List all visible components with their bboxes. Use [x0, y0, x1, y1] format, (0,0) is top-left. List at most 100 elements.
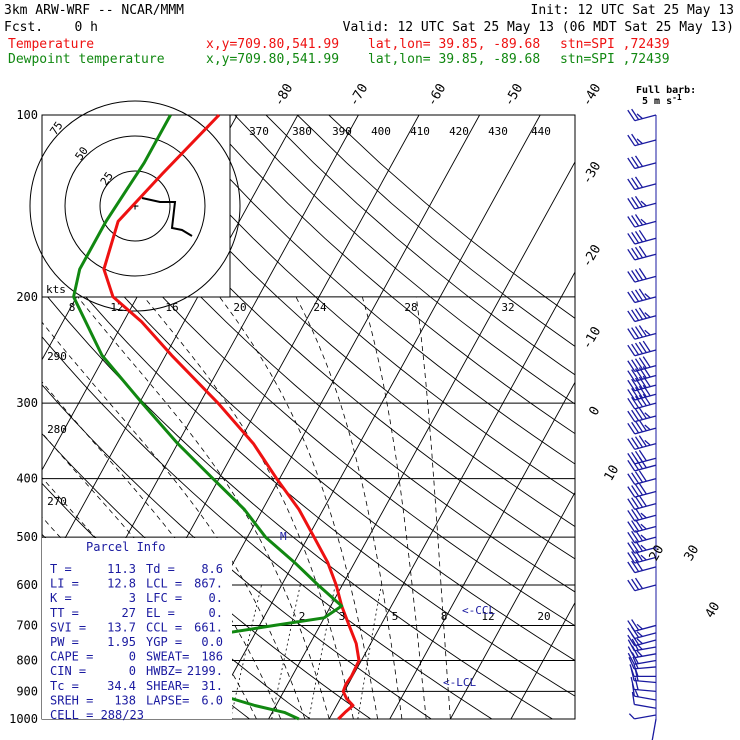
barb-flag — [627, 498, 636, 510]
barb-flag — [629, 664, 635, 677]
parcel-value: 27 — [122, 606, 136, 620]
barb-flag — [631, 197, 640, 209]
barb-flag — [631, 156, 640, 168]
barb-flag — [638, 449, 647, 462]
barb-flag — [634, 689, 639, 698]
barb-flag — [627, 542, 636, 554]
barb-flag — [627, 422, 636, 435]
barb-flag — [631, 215, 640, 227]
dewpoint-legend: Dewpoint temperature — [8, 52, 165, 67]
parcel-label: SVI = — [50, 620, 86, 634]
wind-barb — [627, 340, 657, 357]
wind-barb — [627, 419, 657, 435]
dry-adiabat — [42, 152, 575, 627]
parcel-value: 0.0 — [201, 635, 223, 649]
barb-flag — [638, 357, 647, 369]
barb-flag — [628, 713, 635, 720]
barb-flag — [640, 200, 647, 207]
barb-flag — [627, 521, 636, 533]
barb-flag — [631, 177, 640, 189]
theta-label: 280 — [47, 423, 67, 436]
barb-flag — [627, 248, 636, 261]
barb-flag — [638, 229, 647, 242]
wind-barb — [631, 691, 657, 709]
barb-flag — [631, 378, 640, 391]
barb-shaft — [634, 688, 657, 693]
isotherm-line — [510, 601, 575, 719]
wind-barb — [627, 577, 657, 592]
storm-speed-label: 32 — [501, 301, 514, 314]
dry-adiabat — [140, 115, 575, 496]
barb-flag — [631, 619, 640, 631]
parcel-value: 6.0 — [201, 693, 223, 707]
hodograph-ring — [29, 100, 241, 312]
parcel-label: LAPSE= — [146, 693, 189, 707]
barb-flag — [638, 307, 647, 319]
barb-flag — [640, 534, 647, 541]
barb-flag — [642, 384, 651, 397]
dewpoint-station: stn=SPI ,72439 — [560, 52, 670, 67]
pressure-tick-label: 600 — [16, 578, 38, 592]
wind-barb — [627, 529, 657, 544]
wind-barb — [627, 356, 657, 372]
wind-barb — [627, 384, 657, 401]
plot-frame — [41, 114, 576, 720]
barb-flag — [631, 247, 640, 260]
wind-barb — [651, 718, 657, 740]
barb-flag — [638, 341, 647, 354]
dry-adiabat — [45, 115, 575, 593]
barb-flag — [627, 473, 636, 485]
barb-flag — [634, 246, 644, 259]
barb-flag — [638, 394, 647, 407]
barb-flag — [627, 344, 636, 357]
isotherm-label: -70 — [347, 81, 372, 109]
parcel-label: EL = — [146, 606, 175, 620]
wind-barb — [628, 713, 657, 720]
wind-barb — [627, 508, 657, 522]
barb-flag — [640, 512, 647, 519]
barb-flag — [631, 638, 639, 651]
barb-flag — [638, 325, 647, 337]
barb-flag — [627, 634, 636, 647]
wind-barb — [627, 559, 657, 574]
wind-barb — [627, 176, 657, 191]
barb-flag — [634, 408, 644, 420]
dry-adiabat — [234, 115, 575, 405]
barb-flag — [627, 459, 636, 472]
barb-flag — [631, 437, 640, 449]
wind-barb — [627, 619, 657, 632]
wind-barb — [627, 307, 657, 323]
moist-adiabat — [42, 381, 282, 719]
parcel-value: 13.7 — [107, 620, 136, 634]
barb-flag — [634, 450, 644, 463]
moist-adiabat — [361, 296, 427, 719]
barb-flag — [634, 436, 644, 448]
barb-flag — [631, 551, 640, 563]
parcel-info-panel: Parcel Info T = 11.3 Td = 8.6 LI = 12.8 LCL = 8… — [42, 538, 232, 722]
barb-flag — [631, 359, 640, 371]
barb-flag — [632, 656, 639, 669]
barb-flag — [634, 308, 644, 320]
barb-flag — [644, 439, 651, 446]
parcel-label: SWEAT= — [146, 650, 189, 664]
barb-flag — [627, 157, 636, 169]
barb-shaft — [651, 718, 657, 740]
parcel-value: 34.4 — [107, 679, 136, 693]
dry-adiabat — [42, 336, 493, 719]
barb-flag — [627, 652, 635, 665]
barb-flag — [631, 578, 640, 591]
wind-barb — [627, 288, 657, 304]
barb-flag — [642, 393, 651, 406]
mixing-ratio-label: 2 — [299, 610, 306, 623]
barb-flag — [631, 485, 640, 497]
barb-flag — [631, 108, 640, 121]
dewpoint-xy: x,y=709.80,541.99 — [206, 52, 339, 67]
wind-barb — [627, 245, 657, 261]
isotherm-label: 30 — [682, 543, 703, 564]
barb-flag — [634, 269, 644, 281]
wind-barb — [627, 195, 657, 210]
barb-flag — [634, 559, 644, 571]
hodograph-trace — [141, 197, 193, 237]
barb-flag — [627, 552, 636, 564]
barb-flag — [640, 554, 647, 561]
